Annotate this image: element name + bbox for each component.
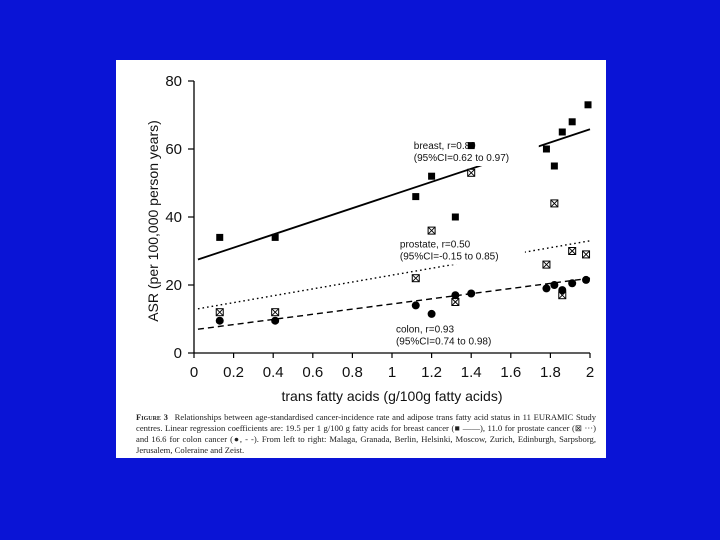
colon-point [582, 275, 591, 284]
prostate-point-cross [582, 250, 590, 259]
colon-point [550, 281, 559, 289]
colon-point [467, 289, 476, 298]
breast-point [568, 118, 576, 126]
x-tick-label: 1.2 [421, 364, 442, 381]
prostate-point [411, 274, 420, 283]
prostate-point [550, 199, 559, 208]
y-axis-title: ASR (per 100,000 person years) [145, 120, 161, 322]
prostate-point-cross [542, 260, 551, 269]
prostate-point-cross [451, 298, 460, 306]
prostate-point-cross [271, 308, 279, 317]
breast-point [451, 213, 459, 221]
breast-point [542, 145, 550, 153]
scatter-chart: 0 20 40 60 80 0 0.2 0.4 0.6 0.8 1 1.2 1.4 1.6 1.8 2 tran… [145, 73, 594, 404]
caption-label: Figure 3 [136, 412, 168, 422]
colon-annotation-bg [392, 321, 521, 350]
axes: 0 20 40 60 80 0 0.2 0.4 0.6 0.8 1 1.2 1.4 1.6 1.8 2 tran… [145, 73, 594, 404]
x-tick-label: 0.4 [263, 364, 284, 381]
breast-point [428, 172, 436, 180]
colon-point [542, 284, 551, 293]
colon-annotation-line: colon, r=0.93 [396, 325, 455, 336]
prostate-point-cross [568, 247, 576, 255]
prostate-point [582, 250, 591, 259]
series-annotations: breast, r=0.89(95%CI=0.62 to 0.97) prosta… [392, 138, 539, 350]
x-tick-label: 1.8 [540, 364, 561, 381]
figure-panel: 0 20 40 60 80 0 0.2 0.4 0.6 0.8 1 1.2 1.4 1.6 1.8 2 tran… [116, 60, 606, 458]
y-tick-label: 0 [174, 345, 182, 362]
breast-annotation-line: (95%CI=0.62 to 0.97) [414, 153, 509, 164]
colon-point [427, 309, 436, 318]
prostate-point-cross [215, 308, 224, 317]
colon-point [451, 291, 460, 300]
prostate-annotation-line: prostate, r=0.50 [400, 240, 471, 251]
x-tick-label: 0.6 [302, 364, 323, 381]
prostate-point-cross [550, 199, 559, 208]
breast-point [550, 162, 558, 170]
caption-text: Relationships between age-standardised c… [136, 412, 597, 455]
x-tick-label: 2 [586, 364, 594, 381]
prostate-point-cross [411, 274, 420, 283]
breast-point [271, 233, 279, 241]
breast-point [584, 101, 592, 109]
prostate-point [467, 168, 476, 177]
breast-point [412, 193, 420, 201]
breast-point [558, 128, 566, 136]
data-points [215, 101, 592, 325]
prostate-point-cross [427, 226, 436, 235]
x-tick-label: 0 [190, 364, 198, 381]
prostate-annotation-bg [396, 236, 525, 265]
x-tick-label: 1 [388, 364, 396, 381]
prostate-point [542, 260, 551, 269]
colon-regression-line [197, 277, 591, 330]
breast-annotation-bg [410, 138, 539, 166]
figure-caption: Figure 3 Relationships between age-stand… [136, 412, 596, 456]
x-tick-label: 0.2 [223, 364, 244, 381]
prostate-point [427, 226, 436, 235]
x-tick-label: 1.6 [500, 364, 521, 381]
prostate-regression-line [197, 240, 591, 310]
y-tick-label: 20 [165, 277, 182, 294]
x-tick-label: 0.8 [342, 364, 363, 381]
prostate-point [451, 298, 460, 306]
x-tick-label: 1.4 [461, 364, 482, 381]
x-axis-title: trans fatty acids (g/100g fatty acids) [282, 388, 503, 404]
colon-annotation-line: (95%CI=0.74 to 0.98) [396, 337, 491, 348]
prostate-point [271, 308, 280, 317]
breast-annotation-line: breast, r=0.89 [414, 141, 476, 152]
colon-point [568, 279, 577, 288]
prostate-point [215, 308, 224, 317]
colon-point [411, 301, 420, 310]
colon-point [271, 316, 280, 325]
prostate-annotation-line: (95%CI=-0.15 to 0.85) [400, 252, 499, 263]
colon-point [215, 316, 224, 325]
y-tick-label: 60 [165, 141, 182, 158]
y-tick-label: 40 [165, 209, 182, 226]
y-tick-label: 80 [165, 73, 182, 90]
breast-point [216, 233, 224, 241]
prostate-point-cross [467, 168, 476, 177]
breast-point [467, 142, 475, 150]
prostate-point [568, 247, 577, 255]
colon-point [558, 286, 567, 295]
